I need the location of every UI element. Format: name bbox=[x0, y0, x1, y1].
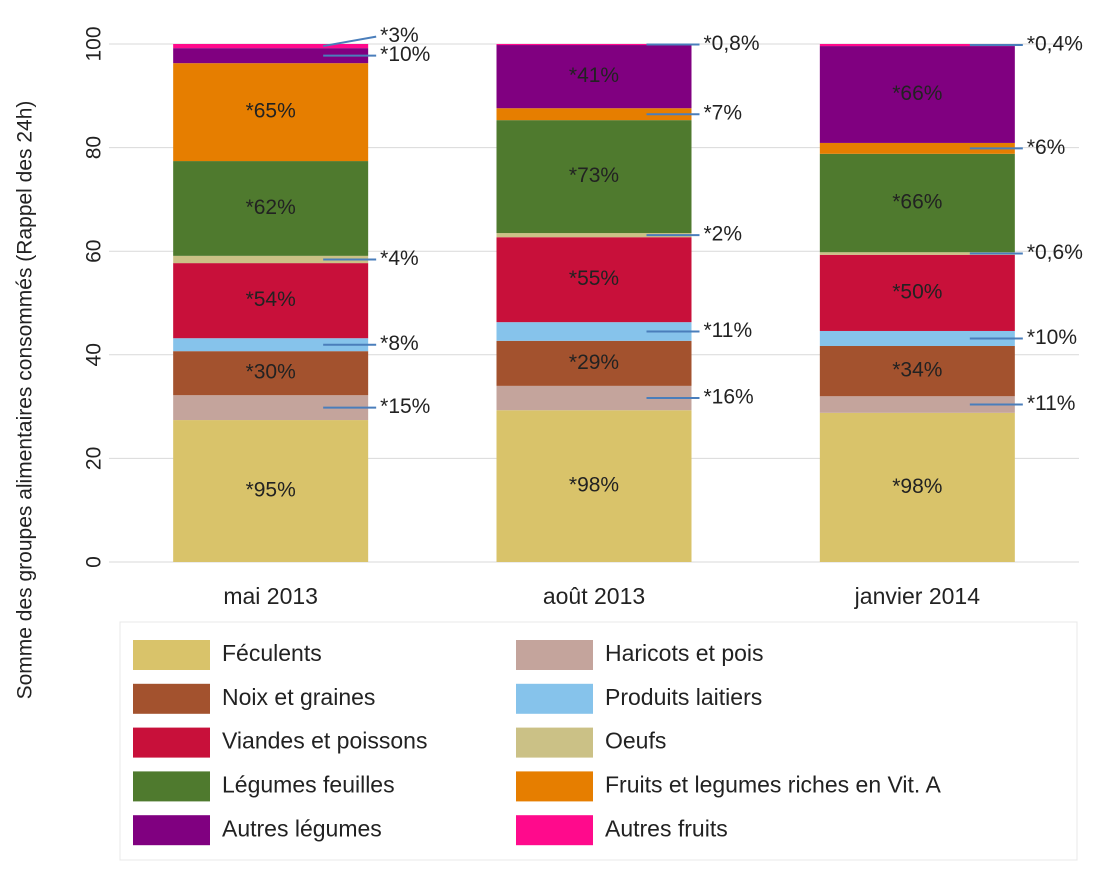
segment-label: *3% bbox=[380, 24, 419, 47]
segment-label: *65% bbox=[246, 100, 296, 123]
segment-label: *15% bbox=[380, 395, 430, 418]
bar-segment bbox=[173, 420, 369, 562]
segment-label: *11% bbox=[1027, 392, 1076, 415]
legend-swatch bbox=[516, 815, 593, 846]
bar-segment bbox=[819, 396, 1015, 413]
leader-line bbox=[322, 35, 377, 48]
bar-segment bbox=[173, 63, 369, 162]
y-tick-label: 80 bbox=[83, 136, 106, 159]
bar-segment bbox=[496, 322, 692, 341]
bar-segment bbox=[819, 44, 1015, 47]
legend-label: Haricots et pois bbox=[605, 640, 764, 666]
legend-label: Autres fruits bbox=[605, 815, 728, 841]
bar-segment bbox=[173, 263, 369, 339]
segment-label: *34% bbox=[892, 359, 942, 382]
bar-segment bbox=[173, 255, 369, 264]
segment-label: *55% bbox=[569, 267, 619, 290]
legend-label: Fruits et legumes riches en Vit. A bbox=[605, 771, 941, 797]
segment-label: *6% bbox=[1027, 136, 1066, 159]
y-tick-label: 40 bbox=[83, 343, 106, 366]
legend-swatch bbox=[516, 771, 593, 802]
bar-segment bbox=[496, 233, 692, 238]
legend-swatch bbox=[133, 815, 210, 846]
y-tick-label: 100 bbox=[83, 26, 106, 61]
segment-label: *8% bbox=[380, 332, 419, 355]
bar-segment bbox=[819, 345, 1015, 397]
legend-label: Oeufs bbox=[605, 728, 666, 754]
segment-label: *0,6% bbox=[1027, 241, 1083, 264]
bar-segment bbox=[496, 237, 692, 323]
segment-label: *10% bbox=[1027, 326, 1077, 349]
legend-label: Noix et graines bbox=[222, 684, 375, 710]
bar-segment bbox=[173, 44, 369, 49]
segment-label: *50% bbox=[892, 280, 942, 303]
segment-label: *4% bbox=[380, 247, 419, 270]
bar-segment bbox=[819, 142, 1015, 154]
legend-swatch bbox=[133, 683, 210, 714]
bar-segment bbox=[496, 410, 692, 562]
bar-segment bbox=[819, 412, 1015, 562]
legend-box bbox=[119, 621, 1078, 861]
segment-label: *66% bbox=[892, 82, 942, 105]
bar-segment bbox=[819, 46, 1015, 143]
legend-label: Viandes et poissons bbox=[222, 728, 427, 754]
legend-label: Autres légumes bbox=[222, 815, 382, 841]
segment-label: *95% bbox=[246, 479, 296, 502]
bar-segment bbox=[496, 45, 692, 109]
bar-segment bbox=[819, 252, 1015, 255]
legend-swatch bbox=[133, 727, 210, 758]
legend-swatch bbox=[516, 640, 593, 670]
segment-label: *0,4% bbox=[1027, 33, 1083, 56]
segment-label: *16% bbox=[704, 386, 754, 409]
bar-segment bbox=[819, 153, 1015, 253]
bar-segment bbox=[173, 48, 369, 64]
x-tick-label: mai 2013 bbox=[223, 583, 318, 609]
segment-label: *41% bbox=[569, 64, 619, 87]
bar-segment bbox=[819, 330, 1015, 346]
bar-segment bbox=[496, 340, 692, 386]
bar-segment bbox=[173, 161, 369, 256]
legend-swatch bbox=[516, 727, 593, 758]
bar-segment bbox=[496, 108, 692, 121]
segment-label: *98% bbox=[892, 475, 942, 498]
y-tick-label: 0 bbox=[83, 556, 106, 568]
x-tick-label: août 2013 bbox=[543, 583, 645, 609]
segment-label: *7% bbox=[704, 102, 743, 125]
legend-swatch bbox=[133, 640, 210, 670]
legend-swatch bbox=[516, 683, 593, 714]
bar-segment bbox=[496, 120, 692, 234]
x-tick-label: janvier 2014 bbox=[854, 583, 981, 609]
bar-segment bbox=[819, 254, 1015, 331]
bar-segment bbox=[496, 44, 692, 46]
legend-swatch bbox=[133, 771, 210, 802]
segment-label: *2% bbox=[704, 223, 743, 246]
segment-label: *98% bbox=[569, 474, 619, 497]
legend-label: Féculents bbox=[222, 640, 322, 666]
y-tick-label: 60 bbox=[83, 240, 106, 263]
segment-label: *54% bbox=[246, 288, 296, 311]
bar-segment bbox=[173, 338, 369, 352]
legend-label: Légumes feuilles bbox=[222, 771, 395, 797]
segment-label: *11% bbox=[704, 319, 753, 342]
legend-label: Produits laitiers bbox=[605, 684, 762, 710]
segment-label: *73% bbox=[569, 164, 619, 187]
segment-label: *10% bbox=[380, 43, 430, 66]
y-axis-label: Somme des groupes alimentaires consommés… bbox=[14, 101, 37, 700]
segment-label: *30% bbox=[246, 361, 296, 384]
segment-label: *0,8% bbox=[704, 32, 760, 55]
segment-label: *62% bbox=[246, 196, 296, 219]
y-tick-label: 20 bbox=[83, 447, 106, 470]
bar-segment bbox=[173, 351, 369, 396]
segment-label: *66% bbox=[892, 191, 942, 214]
segment-label: *29% bbox=[569, 351, 619, 374]
